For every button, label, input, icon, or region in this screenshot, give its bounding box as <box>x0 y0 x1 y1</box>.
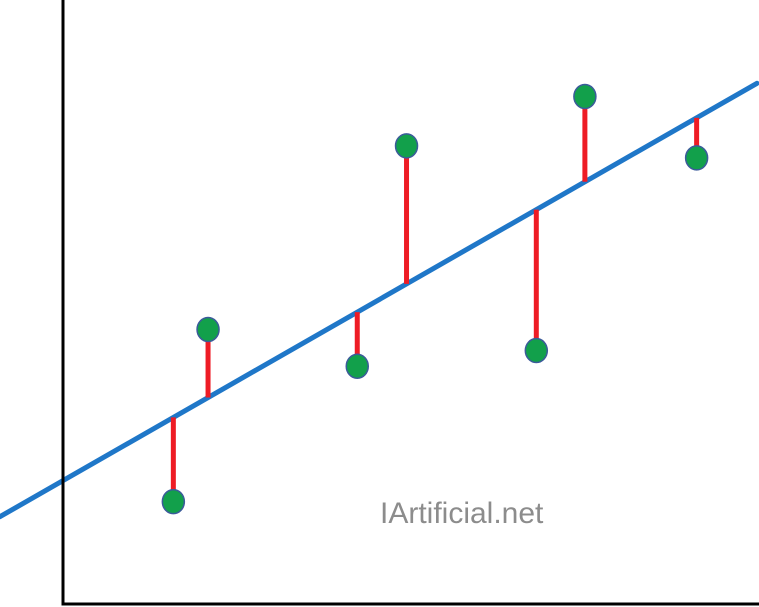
data-point-2 <box>196 316 220 343</box>
regression-layer <box>0 80 759 520</box>
residuals-layer <box>170 96 700 502</box>
data-point-1 <box>161 488 186 515</box>
data-point-3 <box>345 353 370 379</box>
regression-line <box>0 80 759 520</box>
axes-layer <box>61 0 759 606</box>
data-point-4 <box>394 133 419 159</box>
data-point-5 <box>524 337 549 364</box>
data-point-7 <box>684 145 709 171</box>
data-point-6 <box>573 83 597 110</box>
watermark-text: IArtificial.net <box>380 497 544 530</box>
points-layer <box>161 83 709 515</box>
